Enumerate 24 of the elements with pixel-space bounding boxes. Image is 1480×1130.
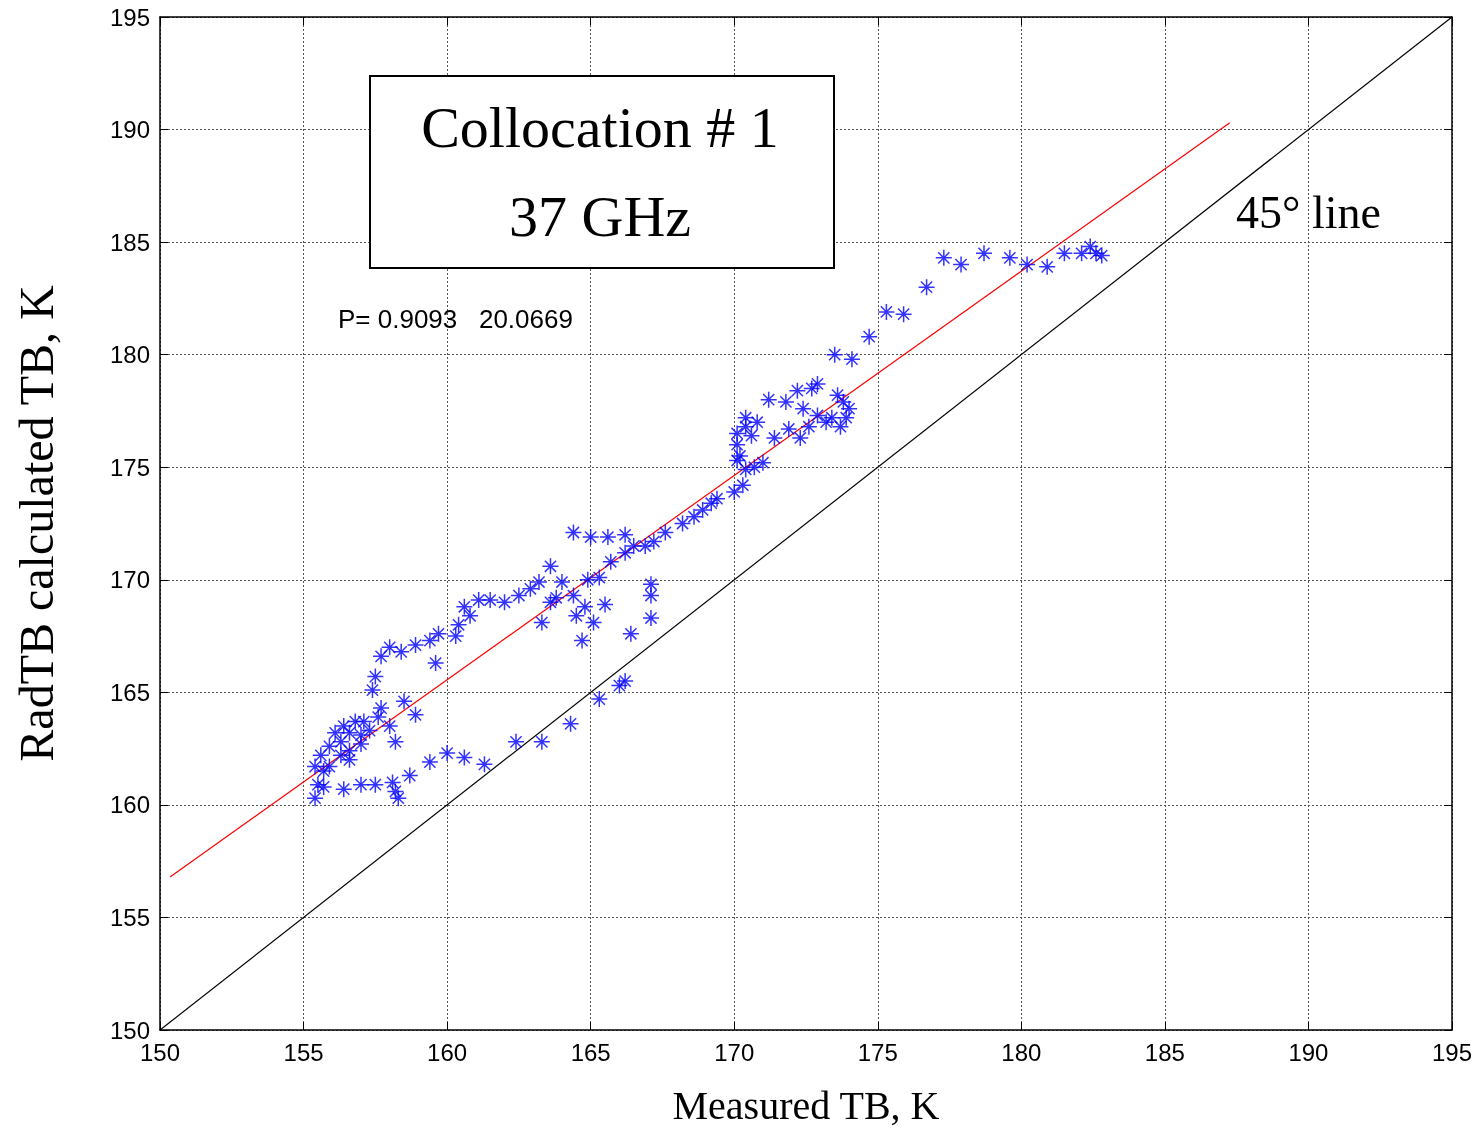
y-tick-label: 175 [109, 453, 150, 481]
y-tick-label: 165 [109, 678, 150, 706]
x-tick-label: 160 [427, 1038, 468, 1066]
x-tick-label: 180 [1001, 1038, 1042, 1066]
annotation: 37 GHz [508, 183, 692, 250]
y-axis-title: RadTB calculated TB, K [9, 285, 63, 762]
y-tick-label: 180 [109, 341, 150, 369]
x-tick-label: 185 [1144, 1038, 1185, 1066]
x-tick-label: 175 [857, 1038, 898, 1066]
y-tick-label: 160 [109, 791, 150, 819]
y-tick-label: 155 [109, 903, 150, 931]
x-tick-label: 170 [714, 1038, 755, 1066]
y-tick-label: 170 [109, 566, 150, 594]
x-tick-label: 165 [570, 1038, 611, 1066]
y-tick-label: 195 [109, 3, 150, 31]
x-tick-label: 155 [283, 1038, 324, 1066]
annotation: P= 0.9093 20.0669 [338, 304, 573, 335]
annotation: 45° line [1236, 186, 1381, 239]
x-axis-title: Measured TB, K [672, 1082, 940, 1128]
y-tick-label: 190 [109, 116, 150, 144]
y-tick-label: 185 [109, 228, 150, 256]
x-tick-label: 190 [1288, 1038, 1329, 1066]
x-tick-label: 195 [1431, 1038, 1473, 1066]
annotation: Collocation # 1 [421, 94, 779, 161]
